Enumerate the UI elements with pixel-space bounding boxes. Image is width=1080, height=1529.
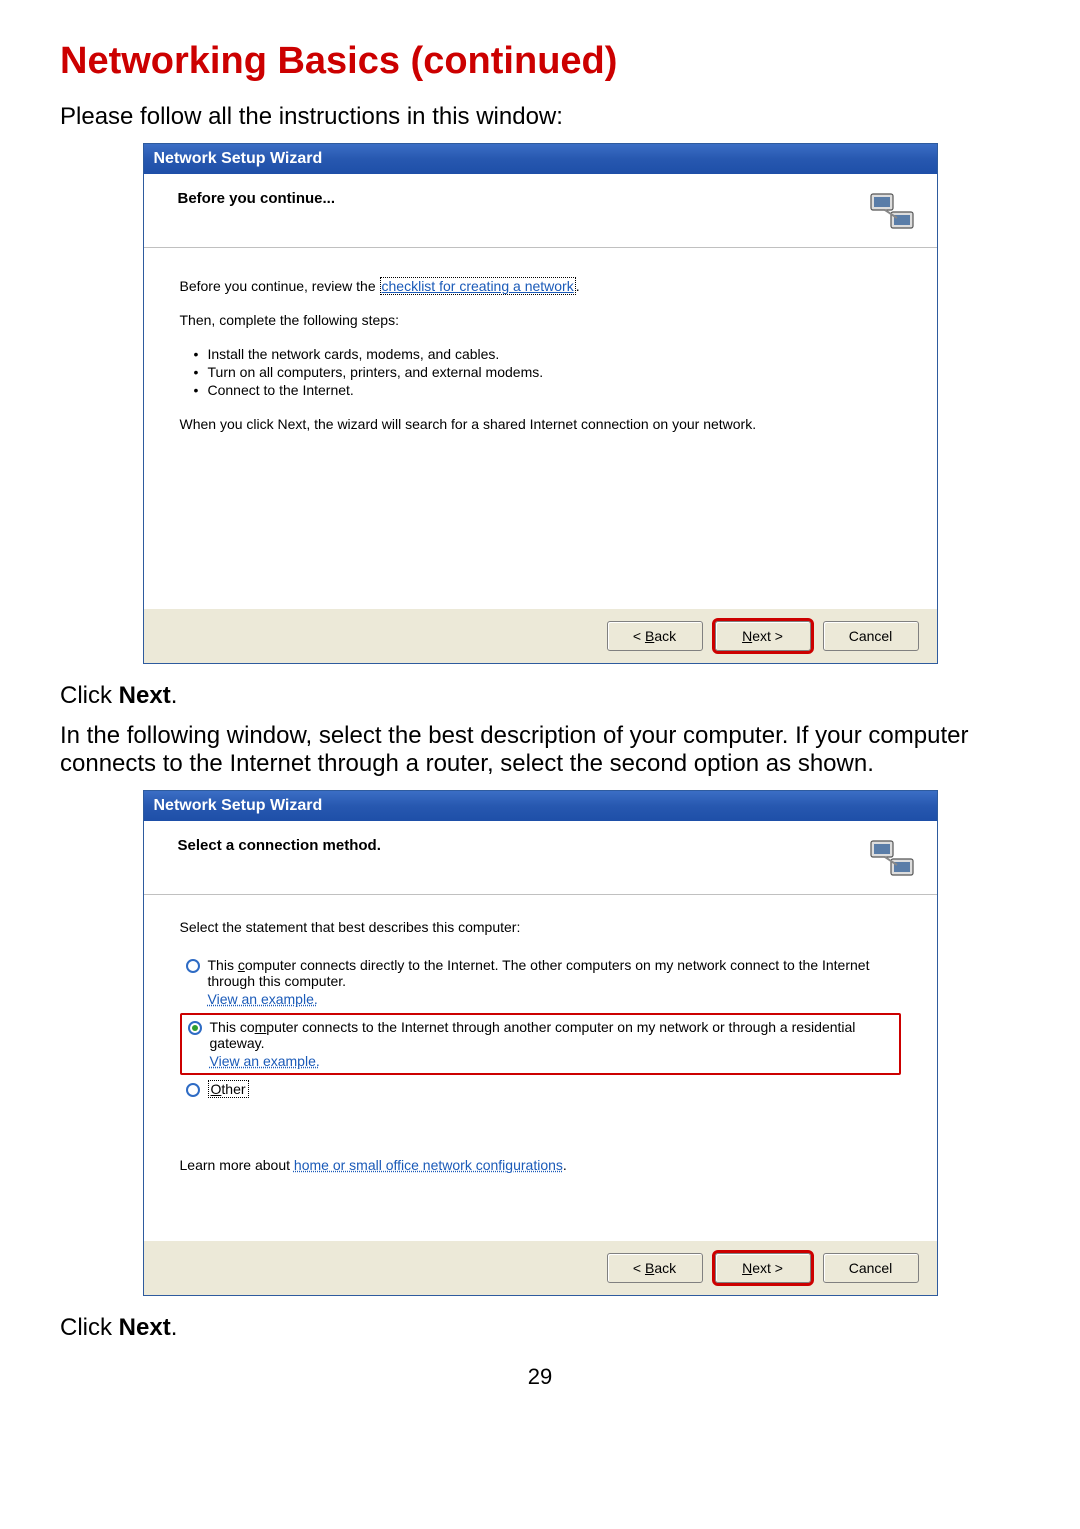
intro-text: Please follow all the instructions in th… (60, 103, 1020, 131)
dialog1-buttonbar: < Back Next > Cancel (144, 608, 937, 663)
dialog2-header: Select a connection method. (144, 821, 937, 895)
step-text: Turn on all computers, printers, and ext… (208, 364, 544, 380)
dialog2-header-title: Select a connection method. (178, 835, 381, 854)
dialog1-content: Before you continue, review the checklis… (144, 248, 937, 608)
dialog2-content: Select the statement that best describes… (144, 895, 937, 1240)
radio-icon (188, 1021, 202, 1035)
dialog1-then-text: Then, complete the following steps: (180, 312, 901, 328)
click-next-2: Click Next. (60, 1314, 1020, 1342)
back-button[interactable]: < Back (607, 1253, 703, 1283)
dialog1-titlebar: Network Setup Wizard (144, 144, 937, 174)
dialog2-titlebar: Network Setup Wizard (144, 791, 937, 821)
network-wizard-dialog-1: Network Setup Wizard Before you continue… (143, 143, 938, 664)
network-computers-icon (865, 188, 919, 236)
back-button[interactable]: < Back (607, 621, 703, 651)
learn-more-line: Learn more about home or small office ne… (180, 1157, 901, 1173)
click-next-prefix: Click (60, 1314, 119, 1341)
radio-label: This computer connects directly to the I… (208, 957, 895, 989)
radio-label: This computer connects to the Internet t… (210, 1019, 893, 1051)
dialog1-when-text: When you click Next, the wizard will sea… (180, 416, 901, 432)
radio-label: Other (208, 1080, 249, 1098)
network-wizard-dialog-2: Network Setup Wizard Select a connection… (143, 790, 938, 1296)
dialog1-before-prefix: Before you continue, review the (180, 278, 380, 294)
radio-option-gateway[interactable]: This computer connects to the Internet t… (180, 1013, 901, 1075)
next-button[interactable]: Next > (715, 621, 811, 651)
dialog2-buttonbar: < Back Next > Cancel (144, 1240, 937, 1295)
click-next-suffix: . (171, 1314, 178, 1341)
click-next-bold: Next (119, 1314, 171, 1341)
click-next-bold: Next (119, 682, 171, 709)
dialog2-select-text: Select the statement that best describes… (180, 919, 901, 935)
cancel-button[interactable]: Cancel (823, 1253, 919, 1283)
radio-icon (186, 959, 200, 973)
dialog1-steps-list: •Install the network cards, modems, and … (194, 346, 901, 398)
dialog1-before-suffix: . (576, 278, 580, 294)
step-text: Install the network cards, modems, and c… (208, 346, 500, 362)
dialog1-header-title: Before you continue... (178, 188, 336, 207)
mid-instruction: In the following window, select the best… (60, 722, 1020, 778)
page-title: Networking Basics (continued) (60, 40, 1020, 83)
dialog1-header: Before you continue... (144, 174, 937, 248)
page-number: 29 (60, 1364, 1020, 1390)
learn-more-prefix: Learn more about (180, 1157, 294, 1173)
radio-option-direct[interactable]: This computer connects directly to the I… (180, 953, 901, 1011)
next-button[interactable]: Next > (715, 1253, 811, 1283)
learn-more-link[interactable]: home or small office network configurati… (294, 1157, 563, 1173)
list-item: •Turn on all computers, printers, and ex… (194, 364, 901, 380)
dialog2-title: Network Setup Wizard (154, 797, 323, 815)
dialog1-title: Network Setup Wizard (154, 150, 323, 168)
view-example-link[interactable]: View an example. (210, 1053, 320, 1069)
checklist-link[interactable]: checklist for creating a network (380, 277, 576, 295)
network-computers-icon (865, 835, 919, 883)
dialog1-review-line: Before you continue, review the checklis… (180, 278, 901, 294)
click-next-1: Click Next. (60, 682, 1020, 710)
radio-icon (186, 1083, 200, 1097)
click-next-suffix: . (171, 682, 178, 709)
cancel-button[interactable]: Cancel (823, 621, 919, 651)
list-item: •Install the network cards, modems, and … (194, 346, 901, 362)
list-item: •Connect to the Internet. (194, 382, 901, 398)
radio-option-other[interactable]: Other (180, 1077, 901, 1101)
view-example-link[interactable]: View an example. (208, 991, 318, 1007)
learn-more-suffix: . (563, 1157, 567, 1173)
step-text: Connect to the Internet. (208, 382, 354, 398)
click-next-prefix: Click (60, 682, 119, 709)
